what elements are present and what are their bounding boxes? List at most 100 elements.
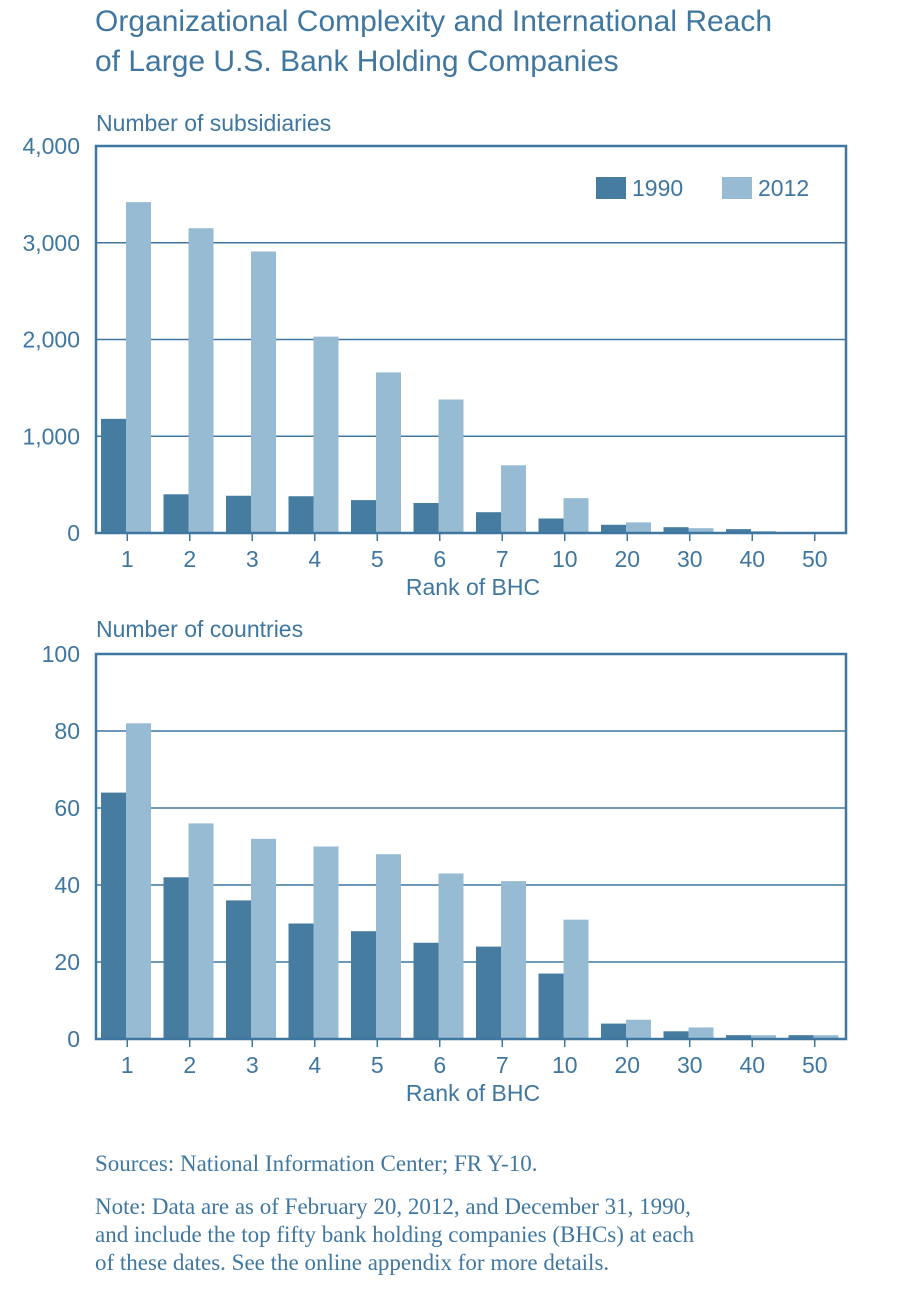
countries-bar-2012-rank-6	[438, 873, 464, 1039]
countries-bar-1990-rank-6	[413, 942, 439, 1039]
chart-title-line-1: Organizational Complexity and Internatio…	[95, 5, 773, 38]
subsidiaries-y-tick-label: 3,000	[22, 230, 80, 256]
subsidiaries-bar-2012-rank-7	[501, 465, 526, 533]
countries-x-tick-label: 30	[677, 1052, 703, 1078]
countries-y-tick-label: 20	[54, 949, 80, 975]
chart-title-line-2: of Large U.S. Bank Holding Companies	[95, 45, 619, 78]
subsidiaries-x-tick-label: 30	[677, 546, 703, 572]
countries-x-tick-label: 50	[802, 1052, 828, 1078]
countries-x-axis-label: Rank of BHC	[406, 1080, 540, 1106]
countries-bar-2012-rank-4	[313, 846, 339, 1039]
countries-bar-1990-rank-30	[663, 1031, 689, 1039]
countries-bar-2012-rank-40	[751, 1035, 776, 1039]
subsidiaries-y-tick-label: 2,000	[22, 327, 80, 353]
subsidiaries-bar-1990-rank-2	[163, 494, 189, 533]
subsidiaries-legend-swatch-2012	[722, 177, 752, 199]
countries-x-tick-label: 6	[433, 1052, 446, 1078]
note-line-3: of these dates. See the online appendix …	[95, 1250, 610, 1275]
countries-bar-2012-rank-2	[188, 823, 214, 1039]
subsidiaries-y-tick-label: 4,000	[22, 133, 80, 159]
subsidiaries-x-tick-label: 10	[552, 546, 578, 572]
countries-bar-2012-rank-30	[688, 1027, 714, 1039]
countries-bar-2012-rank-5	[376, 854, 401, 1039]
subsidiaries-bar-1990-rank-6	[413, 503, 439, 533]
countries-bar-1990-rank-3	[226, 900, 251, 1039]
countries-y-tick-label: 60	[54, 795, 80, 821]
note-line-1: Note: Data are as of February 20, 2012, …	[95, 1194, 691, 1219]
countries-bar-1990-rank-40	[726, 1035, 751, 1039]
countries-y-tick-label: 100	[42, 641, 80, 667]
chart-title: Organizational Complexity and Internatio…	[95, 2, 885, 82]
countries-bar-1990-rank-10	[538, 973, 564, 1039]
sources-text: Sources: National Information Center; FR…	[95, 1151, 538, 1176]
subsidiaries-x-tick-label: 40	[739, 546, 765, 572]
subsidiaries-bar-2012-rank-30	[688, 528, 714, 533]
subsidiaries-x-tick-label: 7	[496, 546, 509, 572]
subsidiaries-bar-chart: 0 1,000 2,000 3,000 4,000 1 2 3 4 5 6 7 10 20 30 40 50 Ra…	[22, 133, 848, 600]
subsidiaries-bar-1990-rank-20	[601, 524, 626, 533]
countries-bar-2012-rank-20	[626, 1019, 651, 1039]
note-line-2: and include the top fifty bank holding c…	[95, 1222, 695, 1247]
subsidiaries-bar-1990-rank-5	[351, 500, 376, 533]
subsidiaries-legend-label-1990: 1990	[632, 175, 683, 201]
countries-bar-1990-rank-1	[101, 792, 126, 1039]
countries-x-tick-label: 40	[739, 1052, 765, 1078]
subsidiaries-x-tick-label: 3	[246, 546, 259, 572]
subsidiaries-x-axis-label: Rank of BHC	[406, 574, 540, 600]
countries-bar-2012-rank-10	[563, 919, 589, 1039]
countries-x-tick-label: 2	[183, 1052, 196, 1078]
subsidiaries-bar-2012-rank-10	[563, 498, 589, 533]
countries-bar-1990-rank-4	[288, 923, 314, 1039]
subsidiaries-bar-2012-rank-4	[313, 336, 339, 533]
countries-bar-chart: 0 20 40 60 80 100 1 2 3 4 5 6 7 10 20 30 40 50 Rank of BHC	[42, 641, 848, 1106]
countries-x-tick-label: 3	[246, 1052, 259, 1078]
countries-x-tick-label: 1	[121, 1052, 134, 1078]
subsidiaries-y-tick-label: 0	[67, 520, 80, 546]
subsidiaries-bar-1990-rank-40	[726, 529, 751, 533]
countries-y-tick-label: 80	[54, 718, 80, 744]
subsidiaries-x-tick-label: 50	[802, 546, 828, 572]
subsidiaries-bar-1990-rank-3	[226, 495, 251, 533]
countries-bar-1990-rank-5	[351, 931, 376, 1039]
subsidiaries-bar-1990-rank-10	[538, 518, 564, 533]
subsidiaries-bar-1990-rank-4	[288, 496, 314, 533]
countries-y-tick-label: 40	[54, 872, 80, 898]
countries-y-tick-label: 0	[67, 1026, 80, 1052]
subsidiaries-legend-swatch-1990	[596, 177, 626, 199]
subsidiaries-x-tick-label: 5	[371, 546, 384, 572]
countries-bar-1990-rank-20	[601, 1023, 626, 1039]
subsidiaries-bar-1990-rank-7	[476, 512, 501, 533]
subsidiaries-bar-2012-rank-5	[376, 372, 401, 533]
subsidiaries-plot-frame	[94, 144, 848, 535]
countries-x-tick-label: 5	[371, 1052, 384, 1078]
subsidiaries-bar-1990-rank-30	[663, 527, 689, 533]
countries-x-tick-label: 7	[496, 1052, 509, 1078]
subsidiaries-x-tick-label: 6	[433, 546, 446, 572]
subsidiaries-bar-2012-rank-1	[126, 202, 151, 534]
subsidiaries-bar-2012-rank-6	[438, 399, 464, 533]
countries-x-tick-label: 4	[308, 1052, 321, 1078]
subsidiaries-x-tick-label: 20	[614, 546, 640, 572]
subsidiaries-x-tick-label: 2	[183, 546, 196, 572]
subsidiaries-x-tick-label: 4	[308, 546, 321, 572]
countries-panel-label: Number of countries	[96, 616, 304, 642]
countries-bar-1990-rank-50	[788, 1035, 814, 1039]
subsidiaries-bar-2012-rank-20	[626, 522, 651, 533]
subsidiaries-bar-1990-rank-1	[101, 418, 126, 533]
countries-x-tick-label: 10	[552, 1052, 578, 1078]
countries-bar-1990-rank-7	[476, 946, 501, 1039]
countries-bar-2012-rank-7	[501, 881, 526, 1039]
subsidiaries-bar-2012-rank-3	[251, 251, 276, 533]
countries-bar-2012-rank-3	[251, 838, 276, 1039]
subsidiaries-x-tick-label: 1	[121, 546, 134, 572]
subsidiaries-panel-label: Number of subsidiaries	[96, 110, 332, 136]
countries-x-tick-label: 20	[614, 1052, 640, 1078]
countries-bar-2012-rank-50	[813, 1035, 839, 1039]
subsidiaries-legend-label-2012: 2012	[758, 175, 809, 201]
subsidiaries-y-tick-label: 1,000	[22, 423, 80, 449]
countries-bar-2012-rank-1	[126, 723, 151, 1039]
countries-bar-1990-rank-2	[163, 877, 189, 1039]
note-text: Note: Data are as of February 20, 2012, …	[95, 1193, 855, 1277]
subsidiaries-bar-2012-rank-2	[188, 228, 214, 534]
countries-plot-frame	[94, 652, 848, 1041]
